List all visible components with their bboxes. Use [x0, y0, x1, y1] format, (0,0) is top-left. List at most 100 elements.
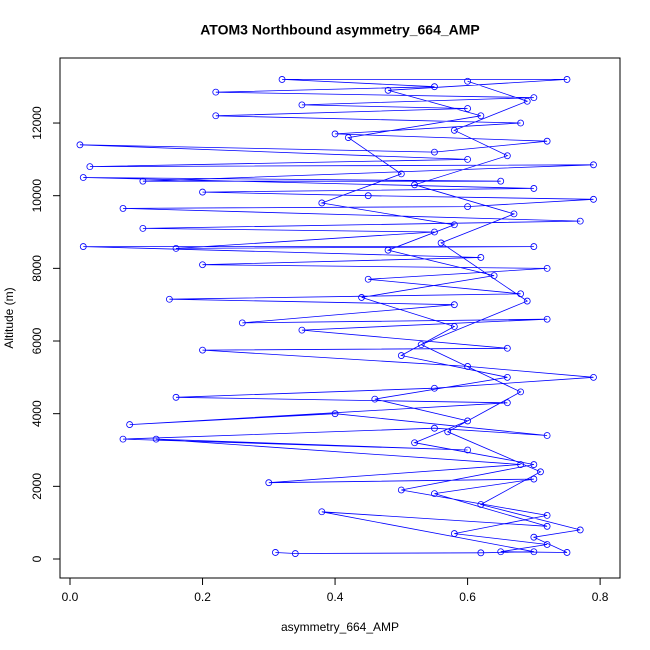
data-point — [344, 134, 352, 141]
data-point — [530, 94, 538, 102]
data-point — [503, 344, 511, 352]
data-point — [358, 294, 365, 301]
data-point — [298, 326, 306, 334]
data-point — [450, 301, 458, 309]
chart-title: ATOM3 Northbound asymmetry_664_AMP — [200, 22, 480, 38]
x-tick-label: 0.4 — [327, 590, 344, 604]
data-point — [464, 105, 471, 112]
data-point — [126, 421, 134, 428]
data-point — [411, 439, 418, 447]
data-point — [497, 177, 505, 185]
data-point — [265, 479, 273, 487]
data-point — [86, 163, 94, 171]
data-point — [576, 217, 584, 225]
data-point — [444, 428, 452, 436]
data-point — [576, 526, 584, 534]
data-point — [543, 432, 551, 439]
data-point — [477, 549, 485, 557]
data-point — [397, 352, 405, 359]
data-point — [298, 101, 306, 109]
data-point — [397, 486, 405, 494]
data-point — [450, 221, 458, 229]
data-point — [431, 228, 438, 236]
data-point — [199, 188, 206, 196]
data-point — [517, 461, 525, 468]
data-point — [523, 97, 531, 105]
data-point — [450, 126, 458, 134]
data-point — [543, 315, 551, 323]
data-point — [477, 501, 485, 508]
data-point — [464, 155, 471, 163]
data-point — [530, 243, 538, 250]
x-tick-label: 0.2 — [194, 590, 211, 604]
data-point — [450, 530, 458, 537]
data-point — [477, 254, 485, 261]
data-point — [364, 192, 372, 200]
data-point — [503, 399, 511, 407]
data-point — [543, 264, 551, 272]
y-tick-label: 4000 — [30, 400, 44, 427]
data-point — [212, 112, 220, 120]
data-point — [199, 261, 206, 269]
data-point — [172, 393, 180, 401]
data-point — [417, 341, 425, 349]
data-point — [278, 76, 286, 83]
y-tick-label: 6000 — [30, 327, 44, 354]
data-point — [590, 195, 597, 203]
data-point — [139, 224, 147, 232]
data-point — [166, 295, 173, 303]
data-point — [523, 297, 531, 305]
data-point — [464, 203, 471, 210]
data-point — [517, 119, 525, 127]
data-point — [371, 395, 379, 403]
data-point — [199, 346, 206, 354]
data-point — [464, 446, 471, 454]
data-point — [477, 112, 485, 120]
data-point — [517, 290, 525, 298]
data-point — [119, 205, 127, 212]
data-point — [331, 130, 339, 138]
y-tick-label: 2000 — [30, 473, 44, 500]
data-point — [79, 243, 87, 250]
data-point — [76, 141, 84, 149]
data-point — [543, 137, 551, 145]
data-point — [431, 83, 438, 91]
data-point — [79, 174, 87, 181]
data-point — [503, 152, 511, 160]
data-point — [543, 522, 551, 530]
data-point — [431, 490, 438, 498]
data-point — [464, 417, 471, 425]
y-tick-label: 8000 — [30, 255, 44, 282]
data-point — [497, 548, 505, 556]
data-point — [590, 373, 597, 381]
data-point — [119, 435, 127, 443]
data-point — [431, 384, 438, 392]
data-point — [272, 549, 279, 556]
data-point — [411, 181, 418, 189]
data-line — [79, 79, 594, 554]
data-point — [503, 373, 511, 381]
y-axis-label: Altitude (m) — [2, 287, 16, 348]
data-point — [384, 246, 392, 254]
data-point — [510, 210, 518, 218]
data-point — [318, 199, 326, 207]
data-point — [530, 185, 538, 192]
data-point — [431, 148, 438, 156]
data-point — [318, 508, 326, 516]
y-tick-label: 0 — [30, 555, 44, 562]
y-tick-label: 12000 — [30, 106, 44, 140]
data-point — [464, 363, 471, 370]
data-point — [139, 177, 147, 185]
data-point — [517, 388, 525, 396]
data-point — [450, 323, 458, 330]
data-point — [152, 435, 160, 443]
data-point — [537, 468, 544, 476]
data-point — [530, 475, 538, 483]
data-point — [431, 424, 438, 432]
data-point — [530, 461, 538, 468]
data-point — [437, 239, 445, 247]
data-point — [543, 512, 551, 519]
data-point — [384, 86, 392, 94]
data-point — [530, 533, 538, 541]
